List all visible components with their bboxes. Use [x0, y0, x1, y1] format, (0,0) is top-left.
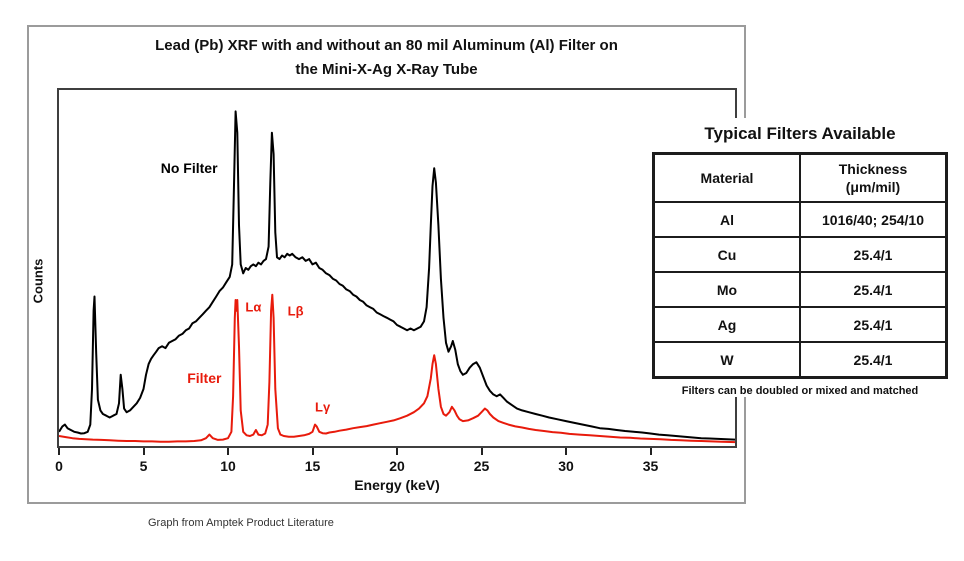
x-axis-tick-label: 35 — [642, 458, 659, 474]
x-axis-tick-label: 20 — [389, 458, 405, 474]
material-cell: Al — [652, 201, 801, 238]
y-axis-label: Counts — [30, 258, 46, 304]
material-cell: Cu — [652, 236, 801, 273]
x-axis-tick-label: 25 — [473, 458, 490, 474]
x-axis-tick — [649, 448, 652, 455]
x-axis-tick-label: 5 — [139, 458, 148, 474]
filters-heading: Typical Filters Available — [704, 124, 896, 143]
filter-row: Al 1016/40; 254/10 — [652, 201, 948, 238]
filters-table: Material Thickness (μm/mil) Al 1016/40; 2… — [652, 152, 948, 379]
thickness-cell: 1016/40; 254/10 — [799, 201, 948, 238]
thickness-cell: 25.4/1 — [799, 306, 948, 343]
x-axis-title: Energy (keV) — [354, 477, 440, 493]
filter-row: Ag 25.4/1 — [652, 306, 948, 343]
annotation-layer: No Filter Filter Lα Lβ Lγ — [59, 90, 735, 446]
filters-note: Filters can be doubled or mixed and matc… — [681, 385, 919, 397]
x-axis-tick — [58, 448, 60, 455]
filter-row: Cu 25.4/1 — [652, 236, 948, 273]
col-header-material: Material — [652, 152, 801, 203]
figure-title-line2: the Mini-X-Ag X-Ray Tube — [295, 61, 478, 78]
figure-frame: Lead (Pb) XRF with and without an 80 mil… — [27, 25, 746, 504]
figure-title: Lead (Pb) XRF with and without an 80 mil… — [29, 34, 744, 82]
col-header-thickness: Thickness (μm/mil) — [799, 152, 948, 203]
filter-row: Mo 25.4/1 — [652, 271, 948, 308]
annotation-lα: Lα — [245, 299, 262, 315]
material-cell: Mo — [652, 271, 801, 308]
x-axis-tick — [142, 448, 145, 455]
annotation-filter: Filter — [187, 370, 222, 387]
thickness-cell: 25.4/1 — [799, 341, 948, 379]
filters-panel: Typical Filters Available Material Thick… — [652, 118, 948, 397]
x-axis-tick — [311, 448, 314, 455]
annotation-no-filter: No Filter — [160, 160, 218, 177]
col-header-thickness-line1: Thickness — [838, 160, 908, 177]
spectra-svg — [59, 110, 735, 444]
thickness-cell: 25.4/1 — [799, 236, 948, 273]
x-axis-tick-label: 15 — [304, 458, 321, 474]
x-axis-tick — [565, 448, 567, 455]
figure-title-line1: Lead (Pb) XRF with and without an 80 mil… — [155, 37, 618, 54]
x-axis-tick-label: 30 — [558, 458, 574, 474]
x-axis-tick-label: 0 — [55, 458, 63, 474]
x-axis-tick — [227, 448, 229, 455]
material-cell: Ag — [652, 306, 801, 343]
material-cell: W — [652, 341, 801, 379]
plot-box: No Filter Filter Lα Lβ Lγ — [57, 88, 737, 448]
col-header-thickness-line2: (μm/mil) — [845, 179, 901, 195]
annotation-lβ: Lβ — [287, 303, 304, 319]
filters-table-header-row: Material Thickness (μm/mil) — [652, 152, 948, 203]
series-no-filter — [59, 110, 735, 441]
annotation-lγ: Lγ — [315, 399, 331, 415]
x-axis-tick — [396, 448, 398, 455]
x-axis-ticks: 0 5 10 15 20 25 30 35 — [55, 448, 737, 482]
filter-row: W 25.4/1 — [652, 341, 948, 379]
series-filter — [59, 293, 735, 444]
thickness-cell: 25.4/1 — [799, 271, 948, 308]
figure-caption: Graph from Amptek Product Literature — [148, 517, 334, 529]
x-axis-tick — [480, 448, 483, 455]
x-axis-tick-label: 10 — [220, 458, 236, 474]
